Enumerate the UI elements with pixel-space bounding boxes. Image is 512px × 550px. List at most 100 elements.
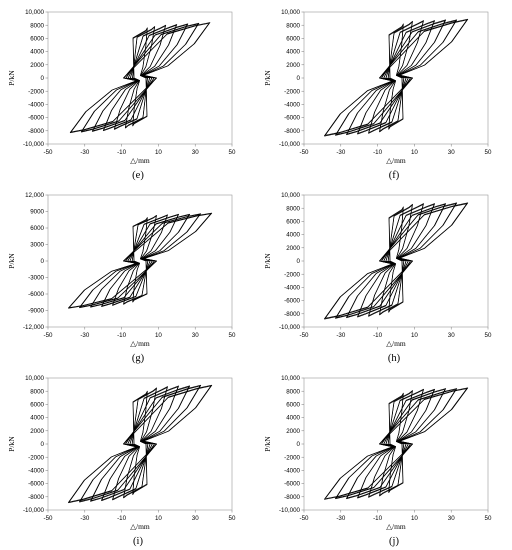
hysteresis-loop-repeat — [379, 391, 413, 496]
y-tick-label: -4000 — [28, 102, 44, 109]
hysteresis-loop-repeat — [132, 391, 148, 495]
hysteresis-loop-repeat — [69, 213, 211, 308]
hysteresis-loop — [113, 24, 167, 130]
hysteresis-loop-repeat — [79, 385, 201, 502]
y-tick-label: -6000 — [284, 115, 300, 122]
y-tick-label: -4000 — [28, 468, 44, 475]
y-tick-label: 4000 — [286, 49, 300, 56]
hysteresis-loop-repeat — [335, 389, 457, 499]
x-axis-label: △/mm — [130, 156, 150, 165]
y-tick-label: 4000 — [286, 415, 300, 422]
y-tick-label: 0 — [41, 441, 45, 448]
hysteresis-loop-repeat — [125, 26, 155, 128]
x-tick-label: 10 — [411, 515, 418, 522]
x-tick-label: -10 — [117, 149, 127, 156]
chart-panel: -50 -30 -10 10 30 50 -10,000 -8000 -6000 -4000 -20… — [256, 0, 512, 183]
hysteresis-chart: -50 -30 -10 10 30 50 -10,000 -8000 -6000 -4000 -20… — [263, 9, 492, 181]
hysteresis-loop — [90, 213, 191, 308]
y-tick-label: 8000 — [286, 388, 300, 395]
hysteresis-loop-repeat — [335, 203, 457, 318]
y-tick-label: 0 — [41, 75, 45, 82]
y-axis-label: P/kN — [263, 253, 272, 269]
hysteresis-loop-repeat — [368, 21, 424, 133]
y-tick-label: -12,000 — [23, 324, 45, 331]
x-tick-label: -50 — [300, 149, 310, 156]
hysteresis-loop — [112, 386, 168, 501]
y-tick-label: -8000 — [28, 494, 44, 501]
plot-frame — [47, 11, 233, 145]
x-tick-label: -50 — [44, 332, 54, 339]
y-tick-label: -10,000 — [279, 141, 301, 148]
y-tick-label: -10,000 — [279, 324, 301, 331]
hysteresis-loop-repeat — [132, 217, 148, 302]
hysteresis-loop — [101, 213, 180, 308]
hysteresis-chart: -50 -30 -10 10 30 50 -10,000 -8000 -6000 -4000 -20… — [263, 375, 492, 547]
panel-label: (h) — [388, 353, 401, 364]
hysteresis-loop-repeat — [112, 387, 168, 500]
hysteresis-loop-repeat — [388, 393, 404, 493]
hysteresis-loop-repeat — [325, 19, 467, 136]
x-tick-label: 10 — [155, 332, 162, 339]
y-tick-label: 12,000 — [25, 192, 44, 199]
y-tick-label: 4000 — [30, 49, 44, 56]
y-tick-label: 8000 — [30, 22, 44, 29]
y-tick-label: 0 — [41, 258, 45, 265]
y-axis-label: P/kN — [7, 253, 16, 269]
hysteresis-chart: -50 -30 -10 10 30 50 -10,000 -8000 -6000 -4000 -20… — [263, 192, 492, 364]
hysteresis-loop-repeat — [325, 203, 467, 319]
y-tick-label: -10,000 — [279, 507, 301, 514]
panel-label: (g) — [132, 353, 145, 364]
x-tick-label: -30 — [80, 149, 90, 156]
x-axis-label: △/mm — [130, 522, 150, 531]
hysteresis-loop-repeat — [90, 214, 190, 307]
y-tick-label: -2000 — [28, 88, 44, 95]
x-axis-label: △/mm — [386, 156, 406, 165]
y-tick-label: 6000 — [30, 36, 44, 43]
panel-label: (f) — [389, 170, 400, 181]
hysteresis-loop-repeat — [70, 23, 210, 133]
x-tick-label: -50 — [44, 515, 54, 522]
x-tick-label: 30 — [448, 332, 455, 339]
y-tick-label: 0 — [297, 441, 301, 448]
chart-panel: -50 -30 -10 10 30 50 -12,000 -9000 -6000 -3000 0 30… — [0, 183, 256, 366]
hysteresis-loop — [368, 203, 424, 317]
y-axis-label: P/kN — [263, 70, 272, 86]
hysteresis-loop-repeat — [325, 388, 467, 499]
x-axis-label: △/mm — [386, 522, 406, 531]
chart-panel: -50 -30 -10 10 30 50 -10,000 -8000 -6000 -4000 -20… — [256, 183, 512, 366]
y-tick-label: 2000 — [286, 245, 300, 252]
y-axis-label: P/kN — [7, 436, 16, 452]
x-axis-label: △/mm — [130, 339, 150, 348]
hysteresis-loop — [345, 388, 447, 500]
hysteresis-loop-repeat — [379, 21, 413, 132]
y-axis-label: P/kN — [7, 70, 16, 86]
y-tick-label: 10,000 — [281, 375, 300, 382]
hysteresis-loop — [357, 203, 436, 318]
y-tick-label: 10,000 — [281, 9, 300, 16]
y-tick-label: 4000 — [286, 232, 300, 239]
x-tick-label: 30 — [192, 149, 199, 156]
panel-label: (j) — [389, 536, 399, 547]
y-tick-label: -6000 — [28, 291, 44, 298]
y-tick-label: 3000 — [30, 242, 44, 249]
hysteresis-chart: -50 -30 -10 10 30 50 -12,000 -9000 -6000 -3000 0 30… — [7, 192, 236, 364]
y-tick-label: 2000 — [30, 62, 44, 69]
hysteresis-loop-repeat — [123, 388, 157, 498]
y-tick-label: -9000 — [28, 308, 44, 315]
hysteresis-loop — [91, 23, 189, 132]
y-tick-label: 8000 — [286, 22, 300, 29]
hysteresis-loop — [345, 203, 447, 319]
x-tick-label: -30 — [336, 515, 346, 522]
hysteresis-loop-repeat — [79, 214, 201, 308]
y-tick-label: -8000 — [284, 311, 300, 318]
y-tick-label: -2000 — [28, 454, 44, 461]
x-tick-label: -10 — [117, 332, 127, 339]
y-tick-label: -10,000 — [23, 507, 45, 514]
x-tick-label: 50 — [229, 149, 236, 156]
y-tick-label: -2000 — [284, 88, 300, 95]
chart-panel: -50 -30 -10 10 30 50 -10,000 -8000 -6000 -4000 -20… — [0, 366, 256, 549]
hysteresis-loop-repeat — [114, 25, 166, 129]
y-tick-label: 9000 — [30, 209, 44, 216]
x-tick-label: 50 — [485, 515, 492, 522]
x-tick-label: -50 — [44, 149, 54, 156]
